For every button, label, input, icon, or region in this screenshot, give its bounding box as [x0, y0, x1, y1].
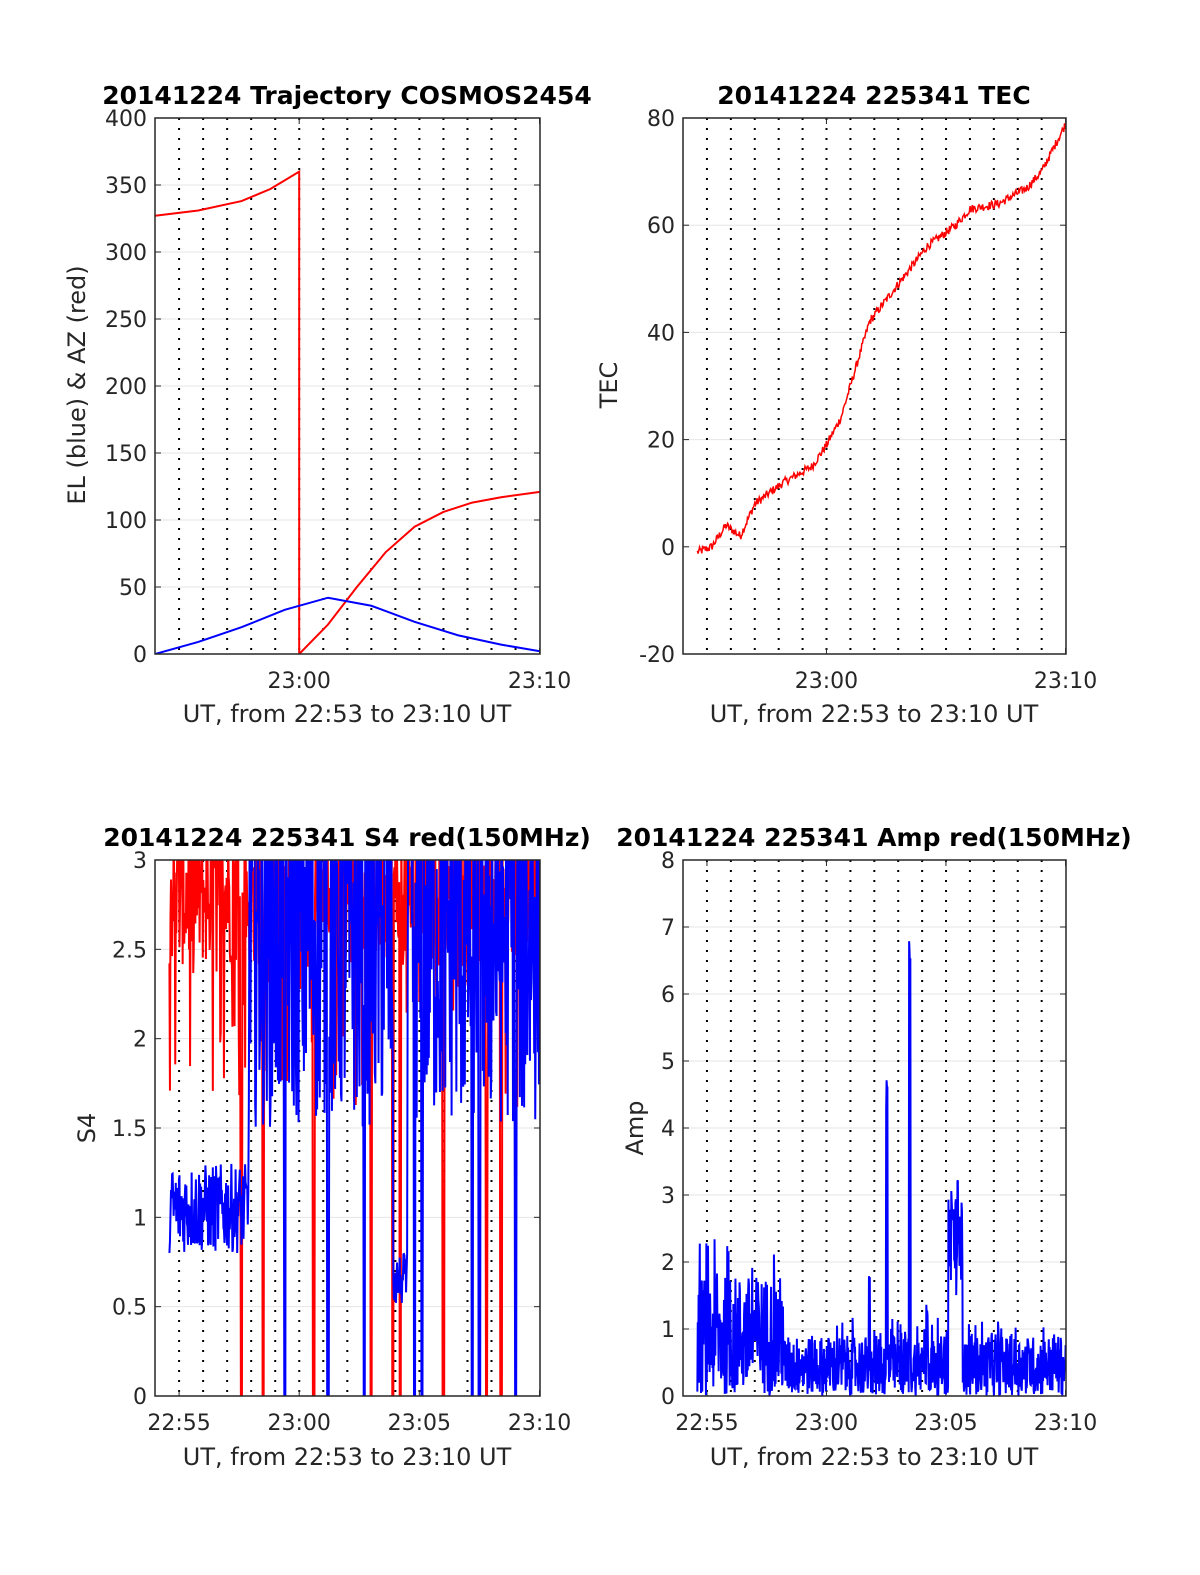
amp-line — [696, 941, 1066, 1396]
s4-title: 20141224 225341 S4 red(150MHz) — [103, 823, 591, 852]
x-tick-label: 22:55 — [675, 1411, 738, 1436]
y-tick-label: -20 — [639, 643, 675, 668]
s4_blue-line — [168, 860, 540, 1396]
y-tick-label: 1.5 — [112, 1117, 147, 1142]
x-tick-label: 23:00 — [795, 669, 858, 694]
trajectory-panel: 20141224 Trajectory COSMOS2454 UT, from … — [63, 81, 592, 728]
y-tick-label: 6 — [661, 983, 675, 1008]
y-tick-label: 0 — [133, 1385, 147, 1410]
axes-frame — [682, 859, 1067, 1397]
y-tick-label: 50 — [119, 576, 147, 601]
y-tick-label: 1 — [661, 1318, 675, 1343]
plot-area — [168, 860, 540, 1396]
amp-xlabel: UT, from 22:53 to 23:10 UT — [710, 1443, 1039, 1471]
y-tick-label: 0 — [661, 536, 675, 561]
y-tick-label: 3 — [661, 1184, 675, 1209]
y-tick-label: 3 — [133, 849, 147, 874]
x-tick-label: 23:05 — [388, 1411, 451, 1436]
az-line — [155, 169, 540, 654]
y-tick-label: 100 — [105, 509, 147, 534]
x-tick-label: 23:05 — [914, 1411, 977, 1436]
y-tick-label: 0 — [661, 1385, 675, 1410]
y-tick-label: 200 — [105, 375, 147, 400]
y-tick-label: 7 — [661, 916, 675, 941]
tec-title: 20141224 225341 TEC — [717, 81, 1030, 110]
trajectory-ylabel: EL (blue) & AZ (red) — [63, 265, 91, 504]
x-tick-label: 23:10 — [1034, 669, 1097, 694]
trajectory-xlabel: UT, from 22:53 to 23:10 UT — [183, 700, 512, 728]
x-tick-label: 22:55 — [147, 1411, 210, 1436]
y-tick-label: 250 — [105, 308, 147, 333]
el-line — [155, 596, 540, 654]
x-tick-label: 23:00 — [267, 669, 330, 694]
amp-ylabel: Amp — [621, 1100, 649, 1155]
y-tick-label: 0 — [133, 643, 147, 668]
y-tick-label: 80 — [647, 107, 675, 132]
tec-line — [696, 122, 1066, 554]
x-tick-label: 23:00 — [795, 1411, 858, 1436]
y-tick-label: 40 — [647, 321, 675, 346]
y-tick-label: 0.5 — [112, 1296, 147, 1321]
tec-ylabel: TEC — [595, 362, 623, 410]
y-tick-label: 2 — [661, 1251, 675, 1276]
amp-panel: 20141224 225341 Amp red(150MHz) UT, from… — [616, 823, 1132, 1471]
axes-frame — [154, 859, 541, 1397]
x-tick-label: 23:10 — [508, 669, 571, 694]
tec-xlabel: UT, from 22:53 to 23:10 UT — [710, 700, 1039, 728]
plot-area — [155, 169, 540, 654]
tec-panel: 20141224 225341 TEC UT, from 22:53 to 23… — [595, 81, 1097, 728]
y-tick-label: 350 — [105, 174, 147, 199]
x-tick-label: 23:10 — [508, 1411, 571, 1436]
amp-title: 20141224 225341 Amp red(150MHz) — [616, 823, 1132, 852]
y-tick-label: 8 — [661, 849, 675, 874]
s4-xlabel: UT, from 22:53 to 23:10 UT — [183, 1443, 512, 1471]
y-tick-label: 5 — [661, 1050, 675, 1075]
y-tick-label: 4 — [661, 1117, 675, 1142]
x-tick-label: 23:10 — [1034, 1411, 1097, 1436]
y-tick-label: 150 — [105, 442, 147, 467]
y-tick-label: 20 — [647, 429, 675, 454]
plot-area — [696, 941, 1066, 1396]
y-tick-label: 2 — [133, 1028, 147, 1053]
x-tick-label: 23:00 — [267, 1411, 330, 1436]
trajectory-title: 20141224 Trajectory COSMOS2454 — [102, 81, 592, 110]
y-tick-label: 2.5 — [112, 938, 147, 963]
s4-ylabel: S4 — [73, 1113, 101, 1144]
s4-panel: 20141224 225341 S4 red(150MHz) UT, from … — [73, 823, 591, 1471]
y-tick-label: 1 — [133, 1206, 147, 1231]
axes-frame — [154, 117, 541, 655]
plot-area — [696, 122, 1066, 554]
y-tick-label: 60 — [647, 214, 675, 239]
y-tick-label: 300 — [105, 241, 147, 266]
axes-frame — [682, 117, 1067, 655]
y-tick-label: 400 — [105, 107, 147, 132]
